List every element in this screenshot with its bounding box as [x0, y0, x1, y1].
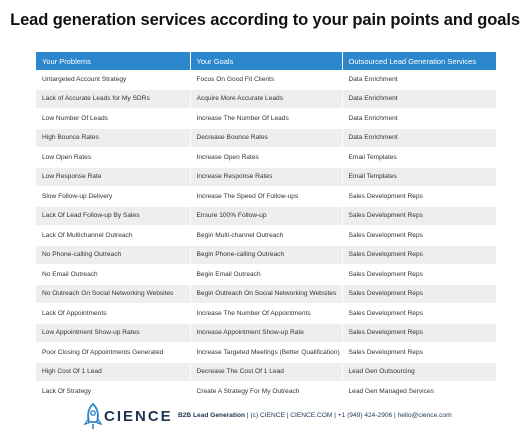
table-cell: Ensure 100% Follow-up — [190, 206, 343, 226]
table-row: Poor Closing Of Appointments Generated In… — [36, 342, 497, 363]
table-cell: Lack Of Lead Follow-up By Sales — [36, 206, 191, 226]
table-cell: No Phone-calling Outreach — [36, 245, 191, 265]
table-cell: Increase Response Rates — [190, 167, 343, 187]
table-cell: Sales Development Reps — [342, 323, 497, 343]
table-cell: Increase Targeted Meetings (Better Quali… — [190, 342, 343, 363]
table-row: Lack Of Multichannel Outreach Begin Multi… — [36, 225, 497, 246]
table-cell: Begin Phone-calling Outreach — [190, 245, 343, 265]
table-row: No Outreach On Social Networking Website… — [36, 284, 497, 304]
table-row: Low Response Rate Increase Response Rates… — [36, 167, 497, 187]
table-cell: Increase The Number Of Appointments — [190, 303, 343, 324]
table-cell: Increase Appointment Show-up Rate — [190, 323, 343, 343]
table-cell: Focus On Good Fit Clients — [190, 70, 343, 90]
table-row: High Cost Of 1 Lead Decrease The Cost Of … — [36, 362, 497, 382]
table-row: Lack of Accurate Leads for My SDRs Acquir… — [36, 89, 497, 109]
logo-icon — [83, 402, 103, 429]
table-cell: Increase Open Rates — [190, 147, 343, 168]
column-header: Your Problems — [36, 52, 191, 70]
table-cell: Low Appointment Show-up Rates — [36, 323, 191, 343]
table-cell: Sales Development Reps — [342, 186, 497, 207]
table-cell: Sales Development Reps — [342, 225, 497, 246]
table-cell: Create A Strategy For My Outreach — [190, 381, 343, 402]
table-cell: Data Enrichment — [342, 70, 497, 90]
table-cell: Low Open Rates — [36, 147, 191, 168]
table-cell: Lead Gen Managed Services — [342, 381, 497, 402]
table-cell: Email Templates — [342, 147, 497, 168]
table-cell: No Outreach On Social Networking Website… — [36, 284, 191, 304]
table-row: High Bounce Rates Decrease Bounce Rates Da… — [36, 128, 497, 148]
table-cell: Lack Of Strategy — [36, 381, 191, 402]
table-cell: Data Enrichment — [342, 128, 497, 148]
table-cell: Begin Outreach On Social Networking Webs… — [190, 284, 343, 304]
table-cell: Slow Follow-up Delivery — [36, 186, 191, 207]
table-cell: Data Enrichment — [342, 108, 497, 129]
table-cell: Decrease The Cost Of 1 Lead — [190, 362, 343, 382]
table-row: Low Open Rates Increase Open Rates Email T… — [36, 147, 497, 168]
table-cell: Sales Development Reps — [342, 303, 497, 324]
table-cell: Lack Of Multichannel Outreach — [36, 225, 191, 246]
table-row: Lack Of Strategy Create A Strategy For My… — [36, 381, 497, 402]
table-cell: High Cost Of 1 Lead — [36, 362, 191, 382]
table-row: Lack Of Lead Follow-up By Sales Ensure 10… — [36, 206, 497, 226]
table-row: Untargeted Account Strategy Focus On Good… — [36, 70, 497, 90]
table-cell: Poor Closing Of Appointments Generated — [36, 342, 191, 363]
table-cell: Begin Multi-channel Outreach — [190, 225, 343, 246]
table-cell: Increase The Number Of Leads — [190, 108, 343, 129]
table-row: Low Appointment Show-up Rates Increase Ap… — [36, 323, 497, 343]
logo-text: CIENCE — [104, 408, 173, 425]
column-header: Outsourced Lead Generation Services — [342, 52, 497, 70]
table-cell: Lack Of Appointments — [36, 303, 191, 324]
table-row: Lack Of Appointments Increase The Number … — [36, 303, 497, 324]
table-cell: High Bounce Rates — [36, 128, 191, 148]
table-row: Low Number Of Leads Increase The Number O… — [36, 108, 497, 129]
table-cell: Lack of Accurate Leads for My SDRs — [36, 89, 191, 109]
table-cell: Decrease Bounce Rates — [190, 128, 343, 148]
table-row: Slow Follow-up Delivery Increase The Spee… — [36, 186, 497, 207]
table-cell: Untargeted Account Strategy — [36, 70, 191, 90]
header-row: Your Problems Your Goals Outsourced Lead G… — [36, 52, 497, 70]
table-cell: Low Response Rate — [36, 167, 191, 187]
column-header: Your Goals — [190, 52, 343, 70]
footer-details: | (c) CIENCE | CIENCE.COM | +1 (949) 424… — [246, 412, 452, 419]
table-cell: Sales Development Reps — [342, 342, 497, 363]
table-cell: Sales Development Reps — [342, 206, 497, 226]
table-cell: Sales Development Reps — [342, 284, 497, 304]
table-body: Untargeted Account Strategy Focus On Good… — [36, 70, 497, 402]
table-cell: Sales Development Reps — [342, 264, 497, 285]
table-cell: Low Number Of Leads — [36, 108, 191, 129]
table-cell: Begin Email Outreach — [190, 264, 343, 285]
table-cell: Acquire More Accurate Leads — [190, 89, 343, 109]
page-title: Lead generation services according to yo… — [10, 11, 520, 29]
table-row: No Email Outreach Begin Email Outreach Sal… — [36, 264, 497, 285]
services-table: Your Problems Your Goals Outsourced Lead G… — [36, 52, 497, 402]
table-row: No Phone-calling Outreach Begin Phone-cal… — [36, 245, 497, 265]
table-cell: Data Enrichment — [342, 89, 497, 109]
table-cell: No Email Outreach — [36, 264, 191, 285]
footer: CIENCE B2B Lead Generation | (c) CIENCE … — [0, 402, 530, 432]
table-cell: Increase The Speed Of Follow-ups — [190, 186, 343, 207]
footer-tagline: B2B Lead Generation — [178, 412, 246, 419]
table-cell: Lead Gen Outsourcing — [342, 362, 497, 382]
table-cell: Email Templates — [342, 167, 497, 187]
footer-contact: B2B Lead Generation | (c) CIENCE | CIENC… — [178, 412, 452, 419]
table-cell: Sales Development Reps — [342, 245, 497, 265]
